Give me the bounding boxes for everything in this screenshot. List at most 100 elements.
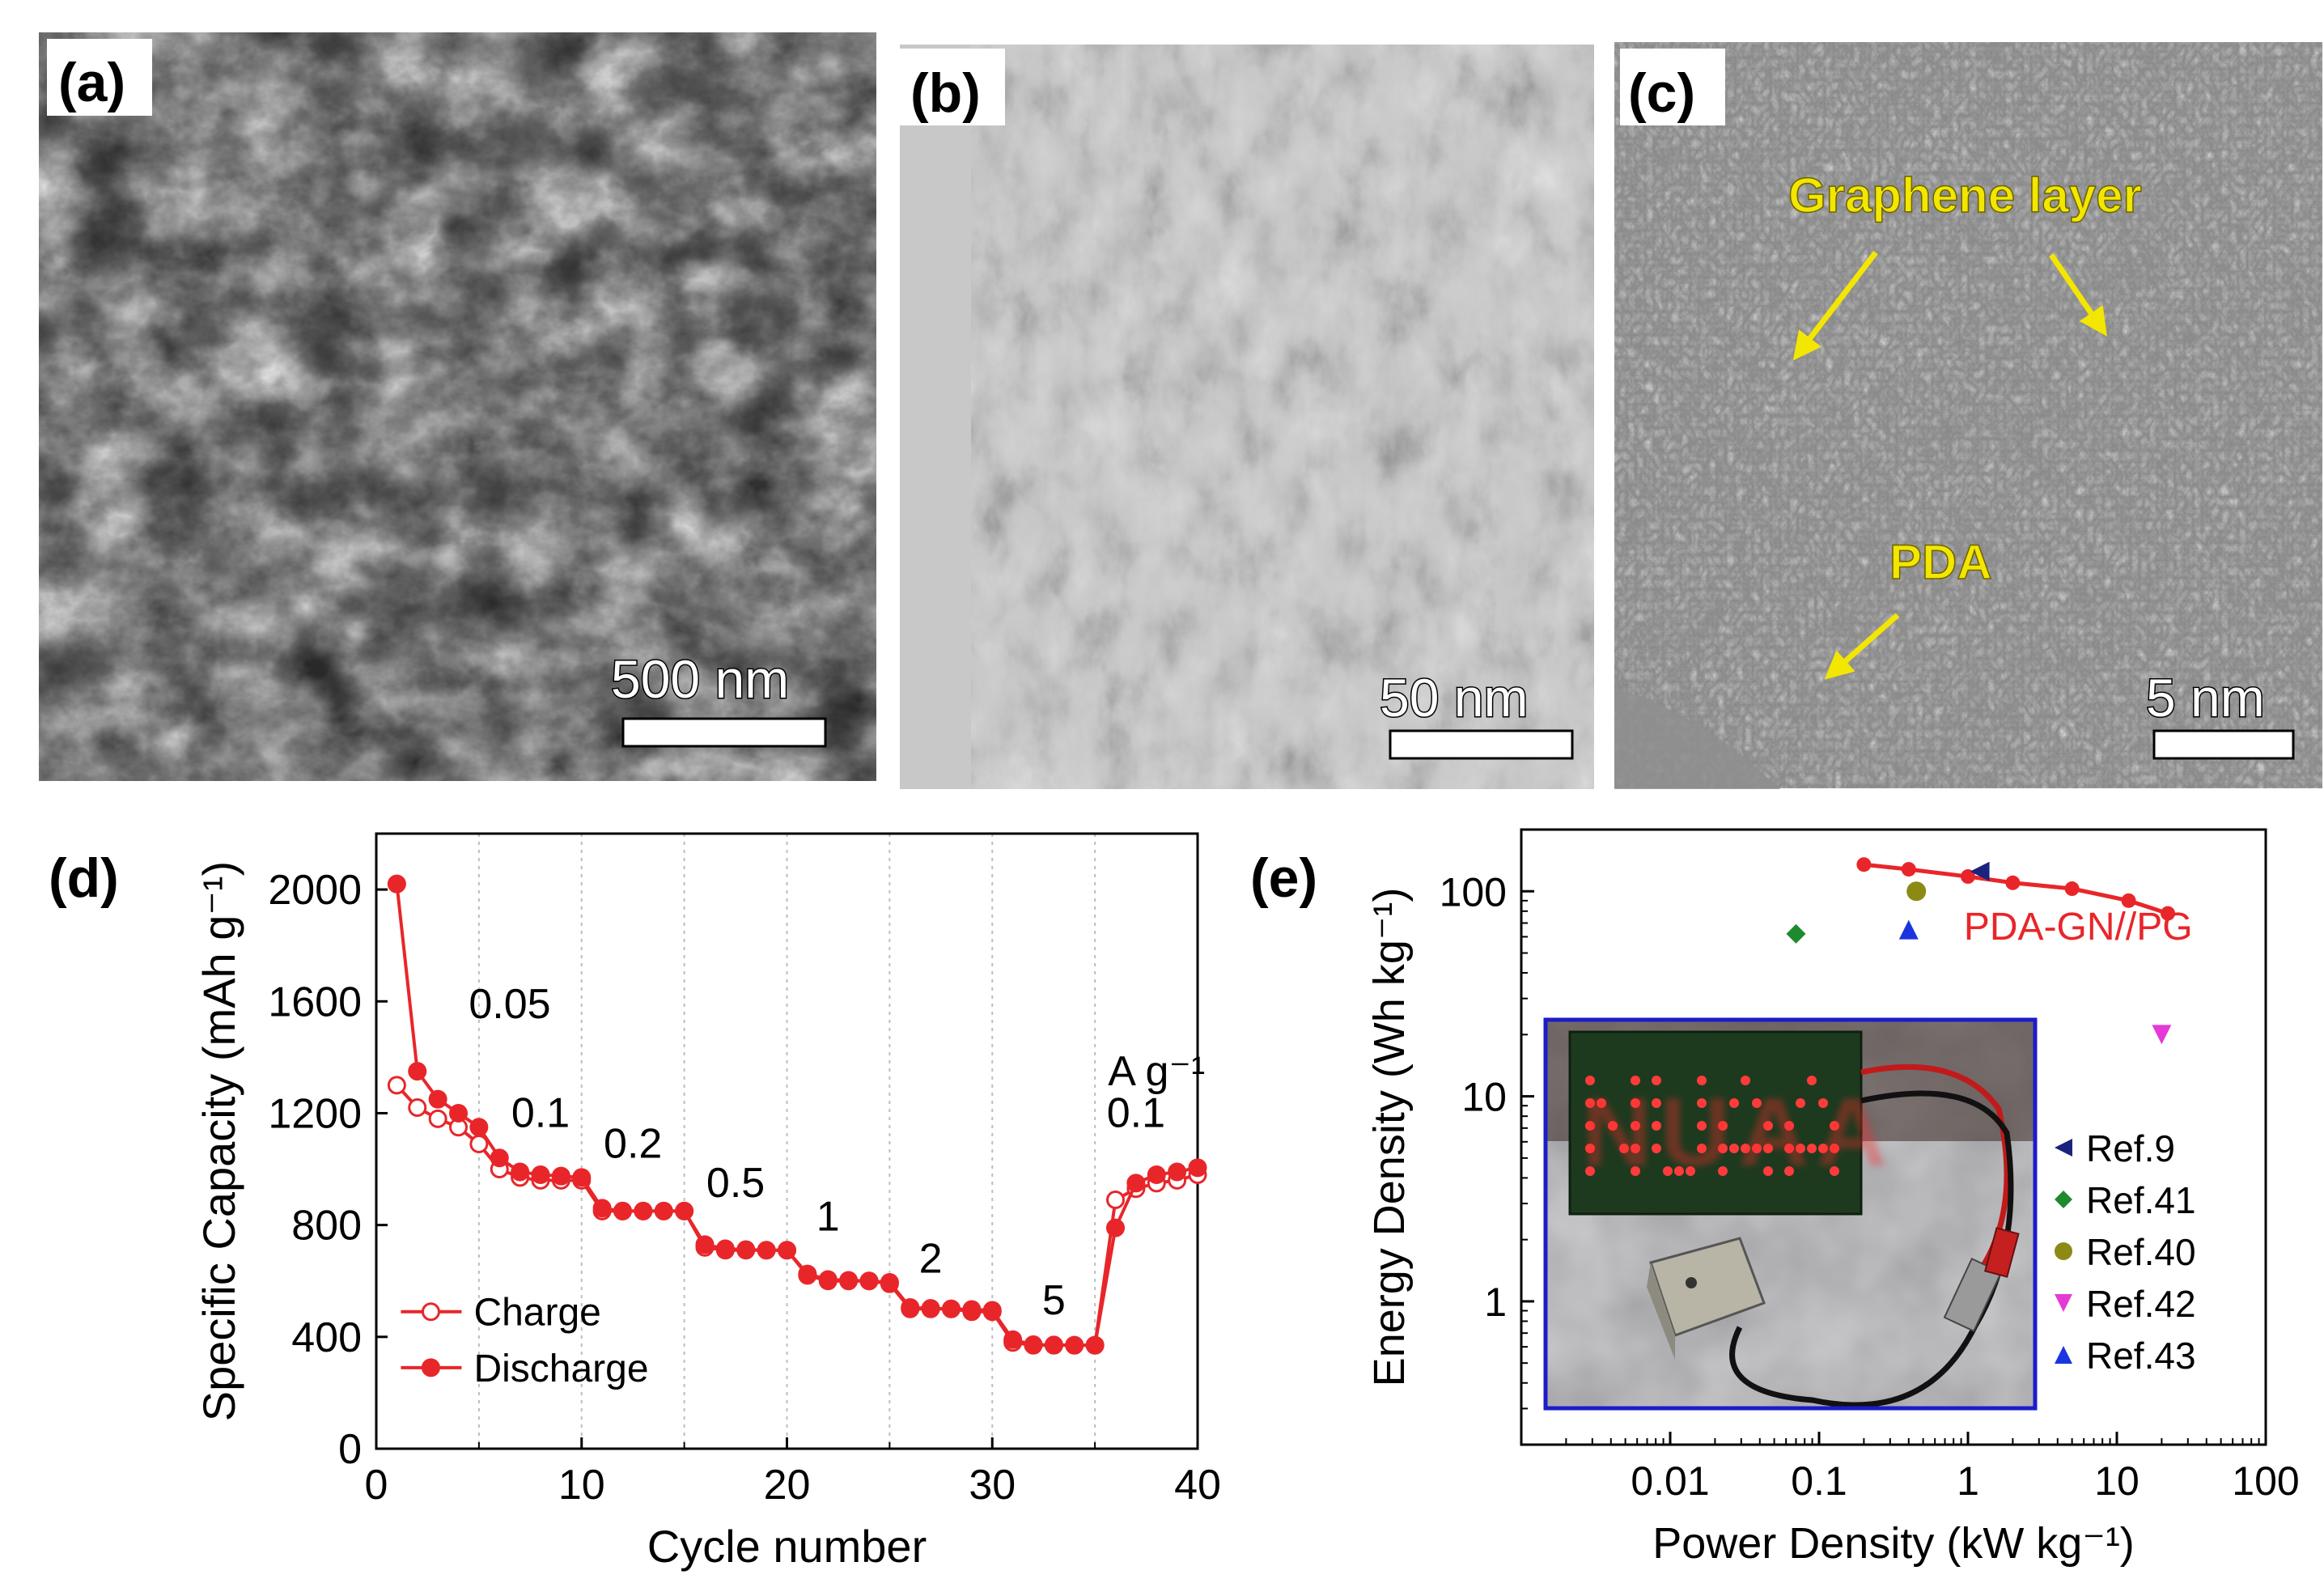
led-dot <box>1752 1098 1762 1108</box>
led-dot <box>1597 1098 1606 1108</box>
led-dot <box>1686 1166 1695 1176</box>
led-dot <box>1697 1098 1707 1108</box>
data-point-pda-gn-pg <box>2064 881 2080 897</box>
led-dot <box>1752 1144 1762 1153</box>
y-tick-label: 400 <box>291 1314 362 1361</box>
data-point-discharge <box>592 1199 612 1218</box>
data-point-discharge <box>1024 1335 1043 1354</box>
inset-photo-border <box>1543 1017 2038 1411</box>
chart-ragone-plot: 0.01 0.1 1 10 100 1 10 100 Power Density (kW kg⁻… <box>1365 828 2300 1568</box>
led-board-text: NUAA <box>1582 1078 1895 1186</box>
data-point-discharge <box>469 1118 489 1137</box>
rate-label: 0.5 <box>706 1160 765 1207</box>
data-point-pda-gn-pg <box>1961 869 1975 885</box>
data-point-ref-40 <box>1906 881 1927 902</box>
data-point-discharge <box>531 1165 550 1184</box>
led-dot <box>1763 1144 1773 1153</box>
led-dot <box>1784 1121 1794 1131</box>
data-point-discharge <box>880 1272 899 1292</box>
led-dot <box>1619 1144 1629 1153</box>
panel-label-a-bg <box>47 39 152 116</box>
data-point-pda-gn-pg <box>1901 862 1916 877</box>
led-dot <box>1741 1144 1750 1153</box>
hrtem-micrograph-c <box>1614 42 2322 789</box>
legend-label-charge: Charge <box>473 1292 600 1335</box>
sem-micrograph-a <box>39 32 876 781</box>
data-point-discharge <box>1003 1330 1023 1349</box>
data-point-ref-42 <box>2152 1025 2172 1045</box>
led-dot <box>1784 1166 1794 1176</box>
led-dot <box>1631 1121 1640 1131</box>
legend-marker <box>2055 1346 2072 1364</box>
x-tick-label: 40 <box>1174 1462 1221 1509</box>
led-dot <box>1652 1076 1661 1085</box>
y-tick-label: 10 <box>1461 1075 1507 1120</box>
led-dot <box>1729 1144 1739 1153</box>
rate-label: 0.05 <box>469 981 550 1028</box>
data-point-discharge <box>1085 1335 1105 1355</box>
data-point-discharge <box>859 1271 879 1291</box>
data-point-discharge <box>839 1271 859 1290</box>
led-dot <box>1631 1166 1640 1176</box>
data-point-discharge <box>982 1301 1002 1320</box>
plot-frame <box>1520 828 2267 1446</box>
data-point-discharge <box>654 1201 673 1220</box>
panel-label-b: (b) <box>910 62 981 124</box>
led-dot <box>1585 1076 1595 1085</box>
panel-label-b-bg <box>900 49 1005 125</box>
legend-label-ref-40: Ref.40 <box>2086 1231 2196 1273</box>
data-point-discharge <box>408 1062 427 1081</box>
data-point-discharge <box>921 1299 940 1318</box>
x-tick-label: 10 <box>558 1462 605 1509</box>
legend-label-discharge: Discharge <box>473 1348 648 1390</box>
annotation-pda: PDA <box>1889 535 1992 589</box>
led-dot <box>1585 1098 1595 1108</box>
series-label-pda-gn-pg: PDA-GN//PG <box>1964 906 2193 949</box>
panel-label-e: (e) <box>1250 847 1317 909</box>
x-tick-label: 1 <box>1957 1458 1979 1504</box>
data-point-discharge <box>942 1299 961 1318</box>
x-tick-label: 0.01 <box>1631 1458 1709 1504</box>
data-point-discharge <box>1065 1335 1084 1355</box>
data-point-discharge <box>449 1103 468 1123</box>
supercapacitor-device <box>1647 1237 1766 1360</box>
data-point-discharge <box>1147 1165 1166 1184</box>
rate-label: 1 <box>816 1194 840 1241</box>
data-point-discharge <box>1106 1218 1125 1237</box>
legend-marker <box>2055 1242 2072 1260</box>
data-point-discharge <box>818 1270 838 1289</box>
scale-bar-a <box>621 717 827 748</box>
led-dot <box>1697 1144 1707 1153</box>
x-tick-label: 20 <box>764 1462 811 1509</box>
y-tick-label: 1600 <box>268 978 362 1025</box>
data-point-discharge <box>551 1166 570 1186</box>
x-axis-label: Cycle number <box>647 1521 927 1572</box>
led-dot <box>1807 1144 1817 1153</box>
led-dot <box>1729 1098 1739 1108</box>
led-dot <box>1697 1076 1707 1085</box>
rate-label: 0.2 <box>604 1121 662 1168</box>
legend-label-ref-42: Ref.42 <box>2086 1283 2196 1325</box>
panel-label-c: (c) <box>1628 62 1695 124</box>
rate-label: 0.1 <box>511 1090 570 1137</box>
data-point-pda-gn-pg <box>2161 906 2176 921</box>
rate-label: 0.1 <box>1107 1090 1165 1137</box>
x-axis-label: Power Density (kW kg⁻¹) <box>1652 1519 2135 1568</box>
data-point-discharge <box>511 1162 530 1182</box>
legend-marker <box>2055 1191 2072 1208</box>
data-point-discharge <box>798 1264 817 1284</box>
led-dot <box>1830 1166 1839 1176</box>
x-tick-label: 10 <box>2094 1458 2140 1504</box>
data-point-discharge <box>428 1089 447 1109</box>
data-point-discharge <box>736 1240 756 1259</box>
data-point-discharge <box>901 1298 920 1318</box>
data-point-discharge <box>675 1201 694 1220</box>
led-dot <box>1631 1098 1640 1108</box>
y-tick-label: 1 <box>1484 1280 1507 1325</box>
x-tick-label: 100 <box>2232 1458 2299 1504</box>
x-tick-label: 0.1 <box>1791 1458 1847 1504</box>
data-point-discharge <box>572 1168 592 1187</box>
series-line-discharge <box>395 883 1198 1348</box>
led-dot <box>1830 1121 1839 1131</box>
data-point-discharge <box>778 1241 796 1260</box>
